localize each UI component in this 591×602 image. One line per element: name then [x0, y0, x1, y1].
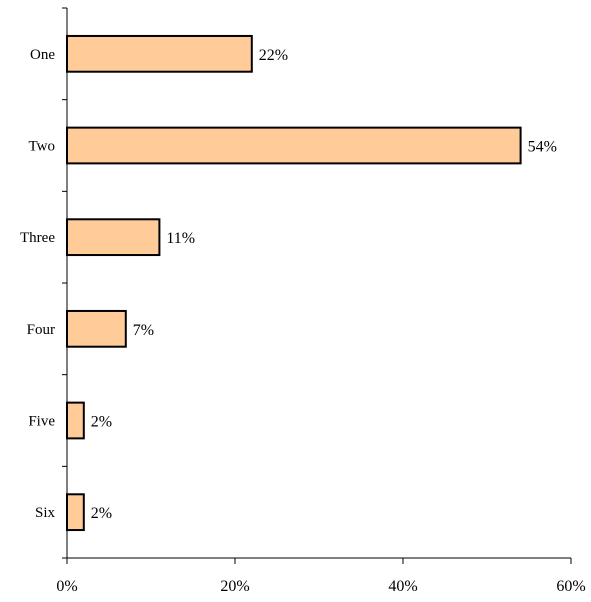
- bar-six: [66, 493, 85, 532]
- category-label: Five: [28, 414, 55, 430]
- bar-value-label: 11%: [166, 230, 195, 247]
- category-label: Four: [27, 322, 55, 338]
- bar-value-label: 54%: [528, 139, 557, 156]
- bar-two: [66, 126, 522, 165]
- category-label: Two: [29, 139, 55, 155]
- bar-value-label: 2%: [91, 505, 112, 522]
- bars-group: [66, 34, 522, 532]
- x-tick-label: 0%: [56, 578, 77, 595]
- bar-value-label: 7%: [133, 322, 154, 339]
- bar-three: [66, 218, 161, 257]
- x-tick-label: 60%: [556, 578, 585, 595]
- x-tick-label: 40%: [388, 578, 417, 595]
- bar-one: [66, 34, 253, 73]
- category-label: Three: [20, 230, 55, 246]
- labels-group: One 22% Two 54% Three 11% Four 7% Five 2% Six 2% 0% 2…: [20, 47, 586, 595]
- x-tick-label: 20%: [220, 578, 249, 595]
- category-label: One: [30, 47, 55, 63]
- axes-group: [62, 7, 572, 564]
- category-label: Six: [35, 505, 56, 521]
- bar-value-label: 22%: [259, 47, 288, 64]
- bar-four: [66, 309, 127, 348]
- bar-value-label: 2%: [91, 414, 112, 431]
- bar-five: [66, 401, 85, 440]
